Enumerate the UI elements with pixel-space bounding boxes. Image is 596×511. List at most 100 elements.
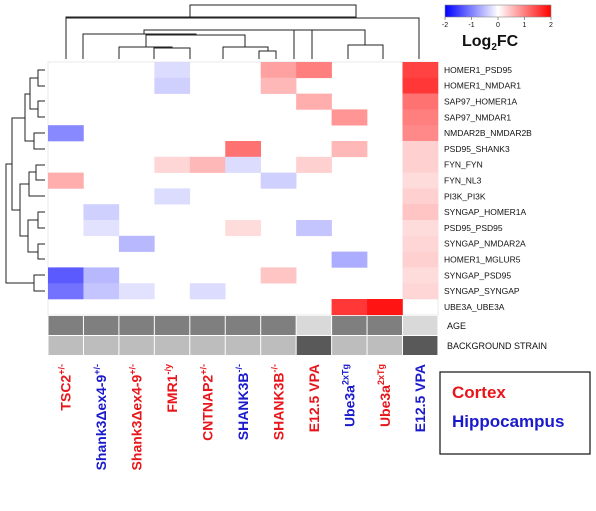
row-label: FYN_FYN: [444, 160, 483, 170]
annotation-label: BACKGROUND STRAIN: [447, 341, 547, 351]
row-label: PI3K_PI3K: [444, 191, 486, 201]
column-label: Ube3a2xTg: [376, 364, 393, 427]
heatmap-cell: [402, 220, 439, 237]
heatmap-cell: [402, 156, 439, 173]
region-legend: Cortex Hippocampus: [439, 371, 591, 455]
column-label: Shank3Δex4-9+/-: [128, 364, 145, 470]
column-label: Shank3Δex4-9+/-: [92, 364, 109, 470]
heatmap-cell: [154, 188, 191, 205]
heatmap-cell: [296, 156, 332, 173]
heatmap-cell: [48, 172, 84, 189]
heatmap-cell: [83, 220, 120, 237]
row-label: SYNGAP_PSD95: [444, 270, 511, 280]
region-legend-box: [439, 371, 591, 455]
color-scale-tick: -1: [468, 22, 474, 29]
heatmap-cell: [402, 283, 439, 300]
color-scale-ticks: -2 -1 0 1 2: [442, 17, 553, 29]
color-scale-tick: 1: [523, 22, 527, 29]
heatmap-cell: [189, 156, 226, 173]
row-label: FYN_NL3: [444, 176, 482, 186]
heatmap-cell: [402, 172, 439, 189]
heatmap-cell: [225, 220, 261, 237]
heatmap-cell: [331, 299, 368, 316]
heatmap-cell: [225, 141, 261, 158]
annotation-cell: [225, 316, 261, 335]
row-label: NMDAR2B_NMDAR2B: [444, 128, 532, 138]
heatmap-cell: [225, 156, 261, 173]
annotation-cell: [83, 316, 119, 335]
row-label: SYNGAP_SYNGAP: [444, 286, 520, 296]
heatmap-cell: [331, 251, 368, 268]
row-label: HOMER1_NMDAR1: [444, 81, 521, 91]
heatmap-cell: [296, 220, 332, 237]
heatmap-cell: [154, 77, 191, 94]
column-label: E12.5 VPA: [412, 364, 428, 432]
color-scale: -2 -1 0 1 2 Log2FC: [442, 4, 553, 53]
annotation-cell: [225, 336, 261, 355]
heatmap-cell: [402, 125, 439, 142]
heatmap-cell: [189, 283, 226, 300]
heatmap-cell: [118, 235, 155, 252]
heatmap-cell: [260, 267, 297, 284]
heatmap-cell: [367, 299, 403, 316]
annotation-cell: [332, 336, 367, 355]
annotation-bars: [48, 316, 438, 355]
heatmap-cells: [48, 62, 439, 316]
legend-hippocampus: Hippocampus: [452, 412, 564, 431]
heatmap-cell: [402, 77, 439, 94]
row-label: SYNGAP_HOMER1A: [444, 207, 527, 217]
annotation-cell: [261, 336, 296, 355]
row-label: UBE3A_UBE3A: [444, 302, 505, 312]
heatmap-cell: [402, 141, 439, 158]
column-label: SHANK3B-/-: [269, 364, 286, 440]
annotation-cell: [296, 336, 332, 355]
annotation-cell: [261, 316, 296, 335]
color-scale-tick: 0: [496, 22, 500, 29]
row-label: SAP97_HOMER1A: [444, 97, 518, 107]
row-label: HOMER1_PSD95: [444, 65, 512, 75]
heatmap-cell: [402, 235, 439, 252]
heatmap-cell: [296, 62, 332, 79]
row-dendrogram: [5, 69, 45, 292]
heatmap-cell: [83, 283, 120, 300]
annotation-cell: [83, 336, 119, 355]
heatmap-cell: [402, 93, 439, 110]
heatmap-cell: [402, 251, 439, 268]
annotation-cell: [367, 336, 402, 355]
annotation-cell: [403, 316, 438, 335]
row-label: PSD95_PSD95: [444, 223, 503, 233]
heatmap-cell: [154, 156, 191, 173]
row-label: PSD95_SHANK3: [444, 144, 510, 154]
column-label: SHANK3B-/-: [234, 364, 251, 440]
heatmap-cell: [154, 62, 191, 79]
heatmap-cell: [402, 188, 439, 205]
annotation-cell: [154, 316, 190, 335]
color-scale-tick: -2: [442, 22, 448, 29]
heatmap-cell: [402, 109, 439, 126]
column-label: FMR1-/y: [163, 364, 180, 413]
color-scale-tick: 2: [549, 22, 553, 29]
annotation-cell: [119, 316, 154, 335]
legend-cortex: Cortex: [452, 383, 506, 402]
annotation-label: AGE: [447, 321, 466, 331]
heatmap-cell: [48, 283, 84, 300]
heatmap-cell: [48, 267, 84, 284]
heatmap-cell: [48, 125, 84, 142]
column-labels: TSC2+/- Shank3Δex4-9+/- Shank3Δex4-9+/- FMR…: [57, 364, 429, 470]
annotation-cell: [48, 316, 83, 335]
heatmap-cell: [260, 77, 297, 94]
heatmap-cell: [402, 267, 439, 284]
annotation-cell: [332, 316, 367, 335]
heatmap-cell: [331, 109, 368, 126]
color-scale-title-sub: 2: [491, 42, 497, 53]
heatmap-cell: [402, 204, 439, 221]
heatmap-cell: [331, 141, 368, 158]
annotation-cell: [119, 336, 154, 355]
row-label: HOMER1_MGLUR5: [444, 255, 521, 265]
row-labels: HOMER1_PSD95 HOMER1_NMDAR1 SAP97_HOMER1A SA…: [444, 65, 532, 312]
heatmap-cell: [260, 172, 297, 189]
heatmap-cell: [83, 267, 120, 284]
annotation-cell: [403, 336, 438, 355]
annotation-cell: [190, 336, 225, 355]
